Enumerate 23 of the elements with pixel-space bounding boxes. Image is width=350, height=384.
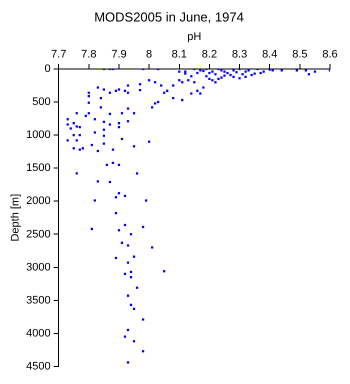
x-axis-title: pH [187, 31, 202, 44]
x-tick-label: 7.8 [81, 48, 96, 60]
y-tick-label: 2000 [26, 195, 51, 208]
y-axis-title: Depth [m] [10, 194, 22, 242]
x-tick-label: 8 [146, 48, 152, 60]
y-tick-label: 1500 [26, 162, 51, 174]
y-tick-label: 1000 [26, 129, 51, 142]
y-tick-label: 500 [32, 96, 51, 108]
x-tick-label: 8.5 [292, 48, 308, 60]
y-tick-label: 4000 [26, 327, 51, 340]
y-tick-label: 0 [44, 63, 51, 76]
x-tick-label: 8.2 [202, 48, 218, 60]
x-tick-label: 7.7 [51, 48, 66, 60]
y-tick-label: 3500 [26, 294, 51, 306]
x-tick-label: 8.6 [322, 48, 338, 60]
x-tick-label: 8.3 [232, 48, 248, 60]
x-tick-label: 8.1 [172, 48, 187, 60]
chart-title: MODS2005 in June, 1974 [94, 9, 244, 24]
y-tick-label: 4500 [26, 360, 51, 372]
x-tick-label: 8.4 [262, 48, 278, 60]
y-tick-label: 3000 [26, 261, 51, 274]
x-tick-label: 7.9 [111, 48, 127, 60]
y-tick-label: 2500 [26, 228, 51, 240]
